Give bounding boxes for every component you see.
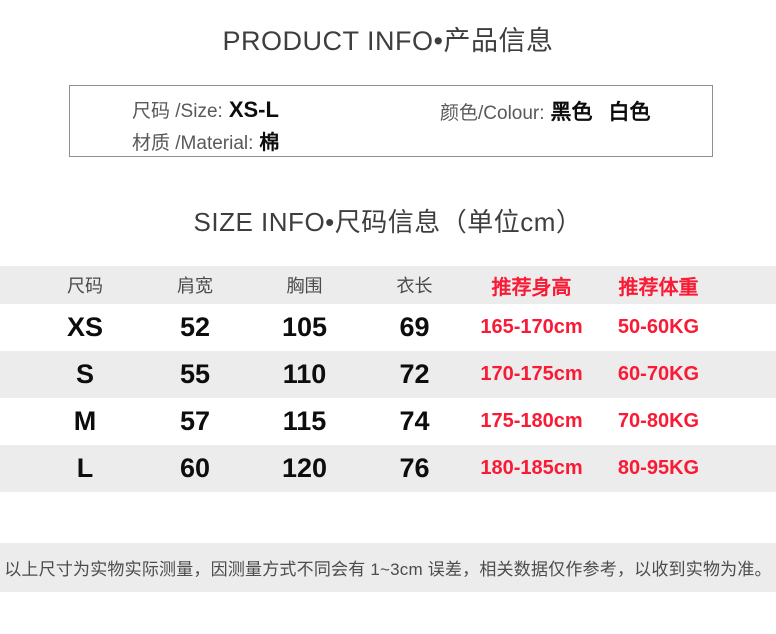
cell-size: L [76, 453, 94, 483]
cell-shoulder: 57 [179, 406, 211, 436]
table-row-l: L 60 120 76 180-185cm 80-95KG [0, 445, 776, 492]
cell-length: 69 [399, 312, 430, 342]
colour-value-white: 白色 [608, 101, 651, 124]
cell-bust: 110 [282, 359, 327, 389]
material-value: 棉 [259, 132, 280, 154]
size-range-label: 尺码 /Size: [132, 101, 223, 122]
size-range-line: 尺码 /Size: XS-L [132, 96, 279, 123]
header-shoulder: 肩宽 [177, 276, 213, 296]
cell-length: 72 [399, 359, 430, 389]
cell-bust: 105 [281, 312, 328, 342]
cell-height: 165-170cm [480, 316, 583, 338]
cell-weight: 60-70KG [617, 363, 700, 385]
cell-bust: 115 [282, 406, 327, 436]
cell-length: 76 [399, 453, 430, 483]
cell-shoulder: 60 [179, 453, 211, 483]
material-label: 材质 /Material: [132, 133, 254, 154]
header-bust: 胸围 [286, 276, 323, 296]
page-title: PRODUCT INFO•产品信息 [222, 26, 554, 56]
cell-size: S [75, 359, 94, 389]
header-recommended-height: 推荐身高 [491, 276, 572, 299]
colour-label: 颜色/Colour: [440, 103, 545, 124]
cell-shoulder: 55 [179, 359, 211, 389]
table-row-m: M 57 115 74 175-180cm 70-80KG [0, 398, 776, 445]
cell-weight: 50-60KG [617, 316, 700, 338]
product-attributes-box: 尺码 /Size: XS-L 材质 /Material: 棉 颜色/Colour: 黑… [69, 85, 713, 157]
colour-line: 颜色/Colour: 黑色 白色 [440, 96, 651, 126]
cell-weight: 80-95KG [617, 457, 700, 479]
cell-height: 170-175cm [480, 363, 583, 385]
size-info-title: SIZE INFO•尺码信息（单位cm） [193, 207, 583, 237]
cell-height: 180-185cm [480, 457, 583, 479]
table-row-xs: XS 52 105 69 165-170cm 50-60KG [0, 304, 776, 351]
cell-bust: 120 [281, 453, 328, 483]
cell-shoulder: 52 [179, 312, 211, 342]
cell-length: 74 [399, 406, 430, 436]
cell-weight: 70-80KG [617, 410, 700, 432]
material-line: 材质 /Material: 棉 [132, 126, 279, 155]
cell-size: M [73, 406, 97, 436]
header-size: 尺码 [67, 276, 103, 296]
header-length: 衣长 [396, 276, 433, 296]
table-row-s: S 55 110 72 170-175cm 60-70KG [0, 351, 776, 398]
cell-height: 175-180cm [480, 410, 583, 432]
cell-size: XS [66, 312, 104, 342]
size-table: 尺码 肩宽 胸围 衣长 推荐身高 推荐体重 XS 52 105 69 165-1… [0, 266, 776, 492]
colour-value-black: 黑色 [550, 101, 593, 124]
table-header-row: 尺码 肩宽 胸围 衣长 推荐身高 推荐体重 [0, 266, 776, 304]
header-recommended-weight: 推荐体重 [618, 276, 699, 299]
measurement-disclaimer: 以上尺寸为实物实际测量，因测量方式不同会有 1~3cm 误差，相关数据仅作参考，… [0, 543, 776, 592]
size-range-value: XS-L [228, 97, 279, 122]
